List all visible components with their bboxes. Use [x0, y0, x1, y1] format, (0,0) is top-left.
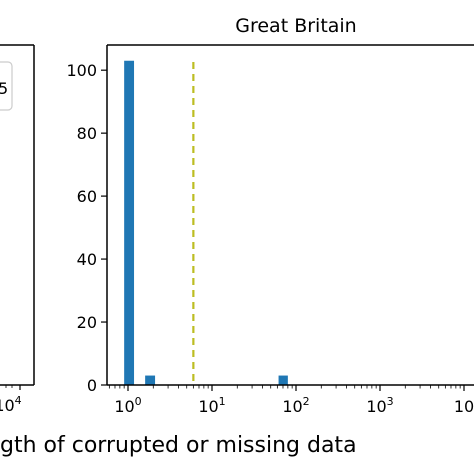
x-minor-ticks-group	[108, 385, 461, 389]
x-tick-label: 100	[114, 395, 141, 416]
y-tick-label: 100	[66, 61, 97, 80]
left-panel-legend-text: 5	[0, 79, 8, 98]
x-tick-label: 103	[366, 395, 393, 416]
panel-title: Great Britain	[235, 15, 356, 37]
histogram-bar-2	[278, 375, 288, 385]
x-tick-label: 10	[454, 397, 474, 416]
x-tick-label: 101	[198, 395, 225, 416]
left-panel: 5 104	[0, 44, 35, 415]
y-tick-label: 80	[77, 124, 97, 143]
x-tick-label: 102	[282, 395, 309, 416]
y-tick-label: 0	[87, 376, 97, 395]
y-tick-label: 40	[77, 250, 97, 269]
y-tick-label: 60	[77, 187, 97, 206]
x-axis-label: gth of corrupted or missing data	[0, 433, 357, 458]
histogram-bar-1	[145, 375, 156, 385]
histogram-bar-0	[124, 60, 135, 385]
left-panel-x-tick-label: 104	[0, 394, 22, 415]
y-ticks-group: 0 20 40 60 80 100	[66, 61, 107, 395]
bars-group	[124, 60, 288, 385]
x-ticks-group: 100 101 102 103 10	[114, 385, 474, 416]
y-tick-label: 20	[77, 313, 97, 332]
left-panel-legend-box	[0, 61, 13, 111]
